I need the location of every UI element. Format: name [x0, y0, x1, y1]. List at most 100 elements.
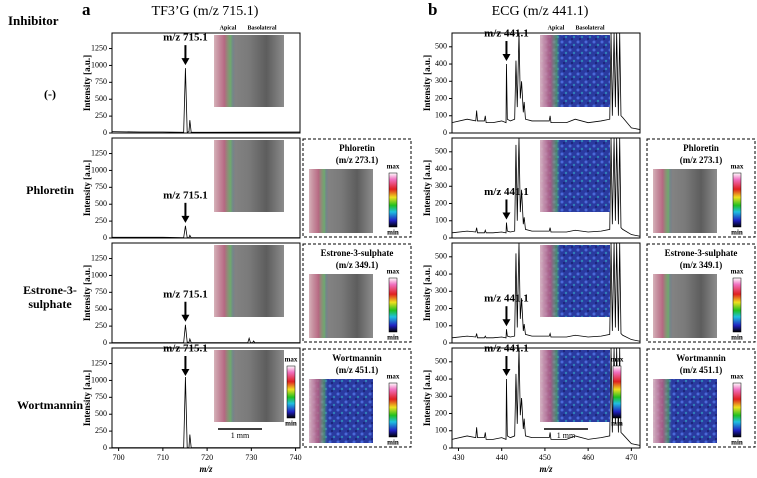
- row-label: (-): [44, 87, 56, 101]
- x-tick-label: 470: [625, 453, 637, 462]
- y-tick-label: 1000: [91, 375, 107, 384]
- inhibitor-box: [646, 348, 756, 448]
- peak-annotation: m/z 441.1: [484, 343, 529, 355]
- colorbar-max: max: [387, 268, 400, 276]
- ms-image-signal: [309, 169, 329, 233]
- y-axis-label: Intensity [a.u.]: [422, 160, 432, 216]
- spectrum: [451, 32, 641, 130]
- image-header: Basolateral: [576, 25, 605, 31]
- y-axis-label: Intensity [a.u.]: [422, 370, 432, 426]
- y-tick-label: 200: [435, 93, 447, 102]
- spectrum: [112, 377, 300, 449]
- ms-image-signal: [214, 35, 235, 107]
- colorbar: [732, 277, 742, 333]
- x-tick-label: 430: [452, 453, 464, 462]
- spectrum: [111, 68, 301, 133]
- plot-frame: [451, 347, 641, 449]
- y-tick-label: 0: [103, 443, 107, 452]
- y-tick-label: 300: [435, 391, 447, 400]
- colorbar: [286, 365, 296, 419]
- y-axis-label: Intensity [a.u.]: [422, 265, 432, 321]
- ms-image-signal: [540, 350, 561, 422]
- spectrum: [112, 324, 300, 344]
- arrow-head: [181, 215, 190, 223]
- colorbar-max: max: [611, 356, 624, 364]
- y-axis-label: Intensity [a.u.]: [422, 55, 432, 111]
- ms-image-signal: [214, 350, 235, 422]
- x-tick-label: 720: [201, 453, 213, 462]
- y-tick-label: 0: [443, 338, 447, 347]
- ms-image-signal: [653, 169, 673, 233]
- colorbar-max: max: [731, 163, 744, 171]
- y-axis-label: Intensity [a.u.]: [82, 265, 92, 321]
- arrow-head: [502, 212, 511, 220]
- row-label: Estrone-3-sulphate: [23, 283, 77, 311]
- y-tick-label: 500: [435, 147, 447, 156]
- y-tick-label: 100: [435, 321, 447, 330]
- inhibitor-mz: (m/z 451.1): [680, 365, 723, 375]
- y-tick-label: 300: [435, 286, 447, 295]
- y-tick-label: 400: [435, 374, 447, 383]
- inhibitor-mz: (m/z 349.1): [336, 260, 379, 270]
- colorbar-min: min: [731, 229, 743, 237]
- plot-frame: [451, 32, 641, 134]
- image-header: Basolateral: [248, 25, 277, 31]
- peak-annotation: m/z 441.1: [484, 293, 529, 305]
- colorbar-min: min: [285, 420, 297, 428]
- inhibitor-mz: (m/z 349.1): [680, 260, 723, 270]
- y-tick-label: 400: [435, 164, 447, 173]
- y-tick-label: 750: [95, 392, 107, 401]
- plot-frame: [451, 242, 641, 344]
- y-tick-label: 250: [95, 426, 107, 435]
- spectrum: [112, 225, 300, 239]
- panel-title: TF3’G (m/z 715.1): [152, 4, 259, 19]
- ms-image-signal: [540, 140, 561, 212]
- arrow-head: [181, 58, 190, 66]
- panel-letter: b: [428, 0, 437, 19]
- y-tick-label: 500: [95, 304, 107, 313]
- peak-annotation: m/z 715.1: [163, 189, 208, 201]
- ms-image-signal: [309, 379, 329, 443]
- y-tick-label: 0: [103, 338, 107, 347]
- y-tick-label: 750: [95, 182, 107, 191]
- y-tick-label: 500: [435, 357, 447, 366]
- colorbar-min: min: [387, 334, 399, 342]
- row-label: Wortmannin: [16, 398, 83, 412]
- colorbar: [732, 172, 742, 228]
- y-tick-label: 1250: [91, 253, 107, 262]
- x-tick-label: 730: [245, 453, 257, 462]
- inhibitor-name: Estrone-3-sulphate: [665, 248, 738, 258]
- colorbar: [732, 382, 742, 438]
- y-tick-label: 500: [95, 94, 107, 103]
- y-tick-label: 100: [435, 111, 447, 120]
- x-axis-label: m/z: [539, 464, 553, 474]
- colorbar-max: max: [387, 163, 400, 171]
- ms-image-signal: [540, 35, 561, 107]
- y-tick-label: 400: [435, 59, 447, 68]
- ms-image-signal: [214, 140, 235, 212]
- y-tick-label: 750: [95, 287, 107, 296]
- y-tick-label: 200: [435, 408, 447, 417]
- ms-image-signal: [653, 379, 673, 443]
- scale-bar-label: 1 mm: [557, 431, 576, 440]
- inhibitor-name: Wortmannin: [332, 353, 382, 363]
- y-tick-label: 250: [95, 321, 107, 330]
- peak-annotation: m/z 715.1: [163, 343, 208, 355]
- peak-annotation: m/z 715.1: [163, 32, 208, 44]
- colorbar-min: min: [611, 420, 623, 428]
- inhibitor-mz: (m/z 273.1): [680, 155, 723, 165]
- x-tick-label: 460: [582, 453, 594, 462]
- colorbar-max: max: [731, 268, 744, 276]
- inhibitor-box: [646, 138, 756, 238]
- row-header: Inhibitor: [8, 13, 59, 28]
- colorbar: [388, 382, 398, 438]
- y-tick-label: 1000: [91, 165, 107, 174]
- ms-image-signal: [309, 274, 329, 338]
- y-tick-label: 300: [435, 76, 447, 85]
- colorbar-min: min: [387, 229, 399, 237]
- peak-annotation: m/z 441.1: [484, 28, 529, 40]
- arrow-head: [502, 369, 511, 377]
- peak-annotation: m/z 715.1: [163, 288, 208, 300]
- y-tick-label: 400: [435, 269, 447, 278]
- inhibitor-mz: (m/z 451.1): [336, 365, 379, 375]
